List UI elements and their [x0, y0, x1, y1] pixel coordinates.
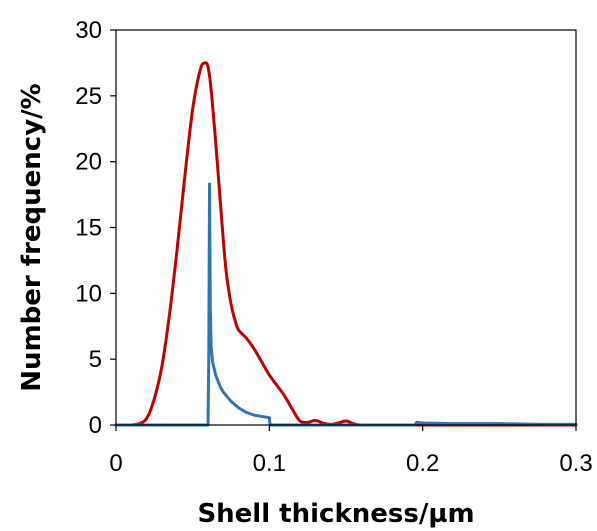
x-tick-label: 0.1 [253, 450, 286, 477]
y-tick-label: 25 [75, 83, 102, 110]
x-tick-label: 0 [109, 450, 122, 477]
y-axis-title: Number frequency/% [17, 83, 47, 391]
x-tick-label: 0.3 [559, 450, 592, 477]
plot-area-frame [115, 29, 577, 426]
y-tick-label: 0 [89, 412, 102, 439]
series-line-blue [114, 182, 578, 427]
series-layer [114, 61, 578, 427]
x-tick-label: 0.2 [406, 450, 439, 477]
y-tick-label: 20 [75, 149, 102, 176]
y-tick-label: 10 [75, 280, 102, 307]
y-tick-label: 5 [89, 346, 102, 373]
series-line-red [129, 61, 578, 427]
y-tick-label: 15 [75, 215, 102, 242]
y-tick-label: 30 [75, 17, 102, 44]
y-axis-ticks: 0 5 10 15 20 25 30 [75, 17, 116, 439]
x-axis-title: Shell thickness/µm [197, 499, 474, 529]
x-axis-ticks: 0 0.1 0.2 0.3 [109, 425, 593, 477]
